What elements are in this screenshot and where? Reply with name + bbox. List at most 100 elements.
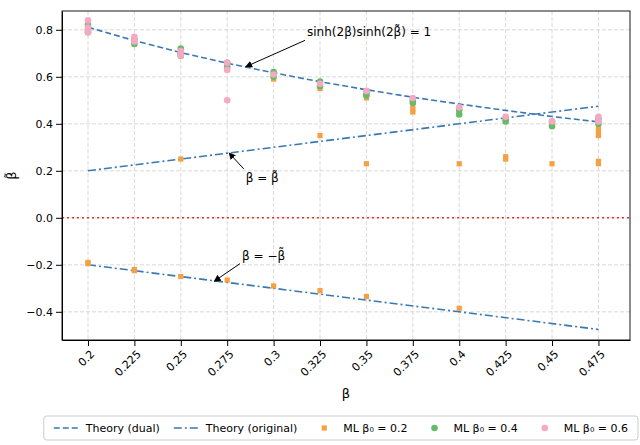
data-point xyxy=(178,274,183,279)
legend-label: ML β₀ = 0.2 xyxy=(343,422,407,435)
tick: 0.475 xyxy=(576,340,607,379)
grid-line xyxy=(62,217,630,218)
data-point xyxy=(224,59,231,66)
data-point xyxy=(317,133,322,138)
data-point xyxy=(317,288,322,293)
annotation-arrow xyxy=(214,264,240,282)
tick-mark xyxy=(134,340,135,346)
data-point xyxy=(224,66,231,73)
tick: 0.6 xyxy=(36,71,63,84)
data-point xyxy=(549,118,556,125)
tick-mark xyxy=(56,30,62,31)
tick-mark xyxy=(88,340,89,346)
tick-label: 0.25 xyxy=(164,348,191,375)
grid xyxy=(62,11,630,340)
legend-marker xyxy=(54,427,80,429)
grid-line xyxy=(62,311,630,312)
legend-item: ML β₀ = 0.2 xyxy=(322,422,408,435)
data-point xyxy=(85,30,90,35)
tick-label: 0.3 xyxy=(261,348,283,370)
tick-mark xyxy=(320,340,321,346)
tick-label: 0.0 xyxy=(36,212,54,225)
grid-line xyxy=(62,76,630,77)
tick: −0.2 xyxy=(26,259,62,272)
annotation-arrow xyxy=(246,40,305,66)
plot-frame xyxy=(62,11,630,340)
tick-label: 0.35 xyxy=(349,348,376,375)
tick-mark xyxy=(598,340,599,346)
data-point xyxy=(271,283,276,288)
data-point xyxy=(178,156,183,161)
tick: 0.3 xyxy=(261,340,283,369)
data-point xyxy=(270,71,277,78)
tick-label: 0.4 xyxy=(36,118,54,131)
annotation-text: sinh(2β)sinh(2β̃) = 1 xyxy=(307,24,431,39)
data-point xyxy=(225,67,230,72)
tick: 0.45 xyxy=(535,340,562,374)
data-point xyxy=(596,161,601,166)
data-point xyxy=(364,294,369,299)
data-point xyxy=(132,267,137,272)
tick-mark xyxy=(56,218,62,219)
tick-label: 0.45 xyxy=(535,348,562,375)
axis-line xyxy=(62,12,63,341)
tick: 0.225 xyxy=(112,340,143,379)
data-point xyxy=(595,118,602,125)
chart-svg: 0.2 0.225 0.25 0.275 0.3 0.325 0.35 0.375 0.4 0.4… xyxy=(0,0,640,445)
series-points xyxy=(85,27,601,311)
reference-line xyxy=(62,217,630,219)
data-point xyxy=(410,95,417,102)
data-point xyxy=(457,112,462,117)
tick: −0.4 xyxy=(26,306,62,319)
legend-box xyxy=(44,416,638,440)
data-point xyxy=(410,109,415,114)
data-point xyxy=(85,29,92,36)
y-axis: −0.4 −0.2 0.0 0.2 0.4 0.6 0.8 xyxy=(26,12,62,341)
tick-mark xyxy=(56,171,62,172)
grid-line xyxy=(134,11,135,340)
tick-mark xyxy=(56,124,62,125)
grid-line xyxy=(598,11,599,340)
data-point xyxy=(364,161,369,166)
tick-label: 0.8 xyxy=(36,24,54,37)
legend-items: Theory (dual)Theory (original)ML β₀ = 0.… xyxy=(54,422,628,435)
tick-label: 0.4 xyxy=(447,348,469,370)
data-point xyxy=(225,277,230,282)
legend-label: ML β₀ = 0.4 xyxy=(454,422,518,435)
grid-line xyxy=(505,11,506,340)
tick-label: 0.225 xyxy=(112,348,143,379)
tick-mark xyxy=(552,340,553,346)
legend-marker xyxy=(541,425,548,432)
data-point xyxy=(503,114,508,119)
tick: 0.8 xyxy=(36,24,63,37)
tick-mark xyxy=(56,312,62,313)
grid-line xyxy=(552,11,553,340)
grid-line xyxy=(180,11,181,340)
tick-mark xyxy=(366,340,367,346)
series-points xyxy=(85,17,602,125)
plot-area xyxy=(62,17,630,329)
legend-item: ML β₀ = 0.4 xyxy=(431,422,518,435)
data-point xyxy=(178,53,183,58)
data-point xyxy=(456,104,463,111)
tick: 0.25 xyxy=(164,340,191,374)
tick-label: 0.325 xyxy=(298,348,329,379)
data-point xyxy=(177,52,184,59)
grid-line xyxy=(412,11,413,340)
tick: 0.4 xyxy=(447,340,469,369)
grid-line xyxy=(62,264,630,265)
tick-label: 0.275 xyxy=(205,348,236,379)
data-point xyxy=(363,88,370,95)
series-line xyxy=(88,27,598,122)
data-point xyxy=(317,81,324,88)
tick: 0.375 xyxy=(391,340,422,379)
data-point xyxy=(502,113,509,120)
tick-label: 0.2 xyxy=(36,165,54,178)
legend-label: Theory (original) xyxy=(205,422,297,435)
tick: 0.425 xyxy=(484,340,515,379)
legend-item: ML β₀ = 0.6 xyxy=(541,422,628,435)
annotation-text: β = β̃ xyxy=(246,170,279,185)
tick-label: 0.375 xyxy=(391,348,422,379)
data-point xyxy=(85,29,92,36)
tick-label: −0.4 xyxy=(26,306,53,319)
